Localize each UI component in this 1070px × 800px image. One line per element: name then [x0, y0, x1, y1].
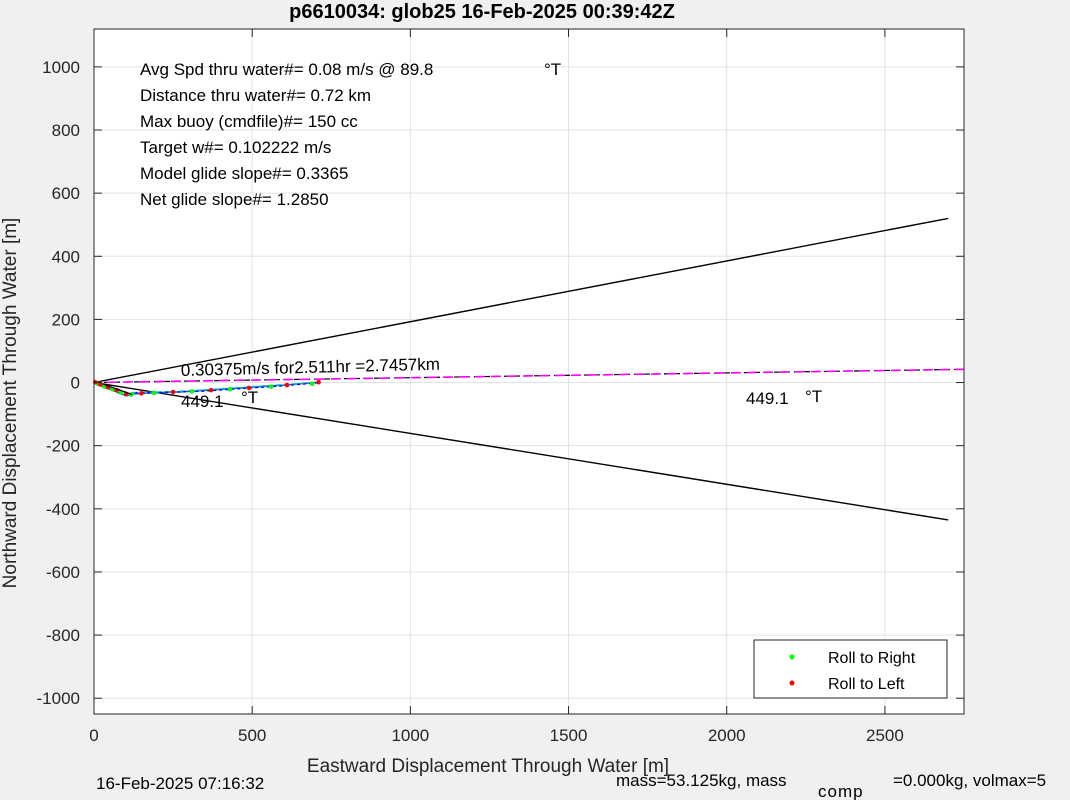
y-tick-label: 0: [71, 374, 80, 393]
stat-net-glide: Net glide slope#= 1.2850: [140, 190, 329, 209]
roll-right-point: [268, 384, 274, 389]
roll-left-point: [170, 389, 176, 395]
roll-left-point: [98, 382, 103, 387]
plot-frame: [93, 28, 965, 715]
roll-right-point: [227, 386, 233, 392]
cone-lower-line: [93, 381, 949, 521]
y-tick-label: -1000: [37, 689, 80, 708]
x-tick-label: 1000: [391, 726, 429, 745]
cone-upper-line: [93, 217, 949, 384]
y-axis-title: Northward Displacement Through Water [m]: [0, 218, 21, 589]
legend: Roll to Right Roll to Left: [753, 639, 948, 699]
stat-model-glide: Model glide slope#= 0.3365: [140, 164, 348, 183]
heading-annotation-far-unit: °T: [805, 387, 822, 406]
footer-date: 16-Feb-2025 07:16:32: [96, 774, 264, 793]
footer-mass-comp-subscript: comp: [818, 782, 864, 800]
stat-max-buoy: Max buoy (cmdfile)#= 150 cc: [140, 112, 358, 131]
stat-avg-speed-unit: °T: [544, 60, 561, 79]
legend-marker-roll-left: [789, 680, 795, 686]
current-line: [93, 368, 965, 384]
y-tick-label: 1000: [42, 58, 80, 77]
roll-left-point: [139, 390, 144, 396]
x-tick-label: 500: [238, 726, 266, 745]
y-tick-label: -400: [46, 500, 80, 519]
y-tick-label: 400: [52, 247, 80, 266]
stat-target-w: Target w#= 0.102222 m/s: [140, 138, 331, 157]
x-tick-label: 2500: [866, 726, 904, 745]
x-tick-labels: 0 500 1000 1500 2000 2500: [89, 726, 904, 745]
roll-left-point: [208, 387, 214, 393]
x-tick-label: 0: [89, 726, 98, 745]
heading-arrow: [103, 383, 133, 396]
stat-distance: Distance thru water#= 0.72 km: [140, 86, 371, 105]
roll-left-point: [246, 385, 252, 391]
y-tick-label: 200: [52, 310, 80, 329]
roll-left-point: [284, 382, 290, 388]
heading-annotation-far: 449.1: [746, 389, 789, 408]
x-tick-label: 1500: [550, 726, 588, 745]
roll-right-point: [309, 381, 315, 387]
legend-box: [753, 639, 948, 699]
roll-left-point: [316, 379, 321, 385]
y-tick-label: -600: [46, 563, 80, 582]
footer-mass: mass=53.125kg, mass: [616, 771, 787, 790]
y-tick-label: -200: [46, 437, 80, 456]
grid: [93, 29, 964, 714]
y-tick-labels: -1000 -800 -600 -400 -200 0 200 400 600 800 1000: [37, 58, 80, 708]
legend-label-roll-left: Roll to Left: [828, 676, 905, 693]
series-layer: [92, 217, 965, 521]
y-tick-label: 600: [52, 184, 80, 203]
y-tick-label: -800: [46, 626, 80, 645]
stats-block: Avg Spd thru water#= 0.08 m/s @ 89.8 °T …: [140, 60, 561, 209]
heading-annotation-near-unit: °T: [241, 388, 258, 407]
x-axis-title: Eastward Displacement Through Water [m]: [307, 756, 669, 777]
footer-mass-tail: =0.000kg, volmax=5: [893, 771, 1046, 790]
tick-marks: [93, 29, 964, 714]
legend-label-roll-right: Roll to Right: [828, 650, 916, 667]
roll-right-point: [189, 389, 195, 394]
x-tick-label: 2000: [708, 726, 746, 745]
chart-title: p6610034: glob25 16-Feb-2025 00:39:42Z: [289, 1, 675, 23]
stat-avg-speed: Avg Spd thru water#= 0.08 m/s @ 89.8: [140, 60, 433, 79]
legend-marker-roll-right: [789, 654, 795, 660]
y-tick-label: 800: [52, 121, 80, 140]
roll-right-point: [151, 390, 157, 396]
heading-annotation-near: 449.1: [181, 392, 224, 411]
